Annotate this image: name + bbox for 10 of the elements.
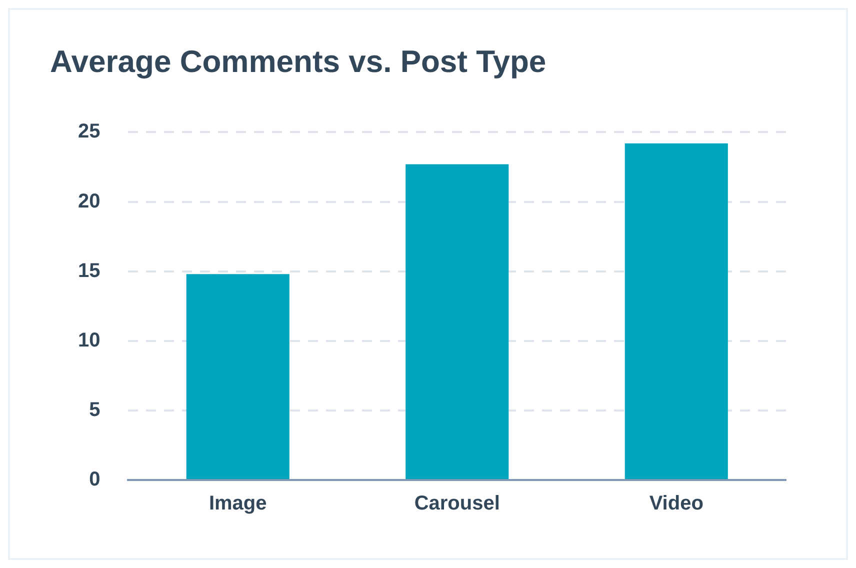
y-tick-label: 20	[78, 190, 100, 212]
chart-title: Average Comments vs. Post Type	[50, 44, 546, 80]
y-tick-label: 5	[89, 398, 100, 421]
x-tick-label: Image	[208, 492, 267, 515]
x-tick-label: Carousel	[414, 492, 500, 515]
y-tick-label: 15	[78, 260, 100, 282]
y-tick-label: 0	[89, 468, 100, 491]
y-tick-label: 10	[78, 329, 100, 352]
x-tick-label: Video	[649, 492, 704, 515]
y-tick-label: 25	[78, 120, 100, 143]
